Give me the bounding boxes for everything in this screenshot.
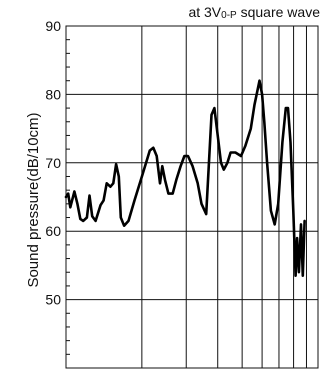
y-tick-label: 50 — [45, 292, 61, 308]
y-tick-label: 60 — [45, 223, 61, 239]
y-tick-label: 70 — [45, 155, 61, 171]
data-series — [64, 79, 306, 277]
y-axis-label: Sound pressure(dB/10cm) — [25, 112, 42, 287]
y-tick-label: 80 — [45, 86, 61, 102]
series-line — [64, 79, 306, 277]
y-tick-label: 90 — [45, 18, 61, 34]
y-tick-labels: 90 80 70 60 50 — [45, 18, 61, 308]
grid — [65, 25, 319, 369]
chart-title: at 3V0-P square wave — [188, 4, 320, 21]
